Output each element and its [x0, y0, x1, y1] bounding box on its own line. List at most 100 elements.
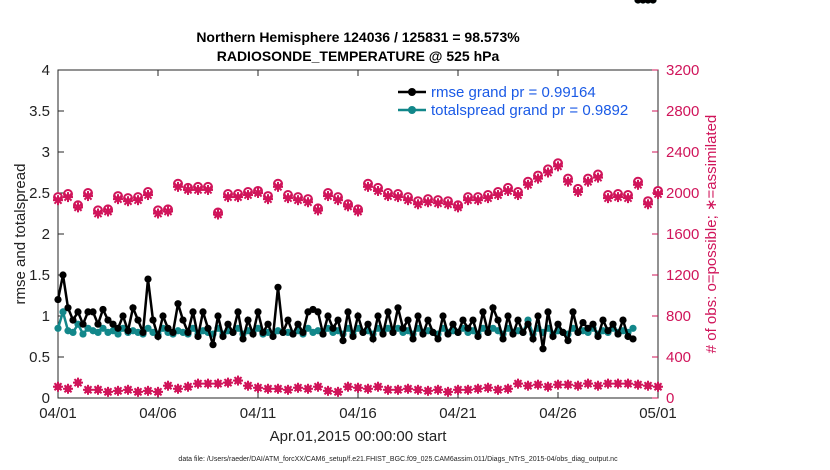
asterisk-stroke: [373, 382, 383, 391]
rmse-point: [474, 332, 482, 341]
asterisk-stroke: [433, 199, 443, 208]
x-tick-label: 04/26: [539, 405, 577, 422]
asterisk-stroke: [463, 385, 473, 395]
obs-assimilated-point: [113, 194, 123, 205]
rmse-point: [354, 312, 362, 320]
rmse-point: [559, 328, 567, 336]
obs-assimilated-point: [643, 199, 653, 210]
rmse-point: [89, 308, 97, 316]
totalspread-point: [79, 330, 87, 338]
rmse-point: [574, 328, 582, 336]
asterisk-stroke: [603, 379, 613, 388]
rmse-point: [139, 328, 147, 336]
rmse-point: [649, 0, 657, 4]
asterisk-stroke: [473, 195, 483, 205]
asterisk-stroke: [533, 380, 543, 389]
rmse-point: [489, 304, 497, 312]
asterisk-stroke: [73, 378, 83, 387]
rmse-point: [369, 335, 377, 343]
asterisk-stroke: [53, 195, 63, 205]
asterisk-stroke: [93, 385, 103, 395]
rmse-point: [419, 330, 427, 338]
asterisk-stroke: [283, 193, 293, 203]
asterisk-stroke: [613, 192, 623, 202]
rmse-point: [79, 320, 87, 328]
asterisk-stroke: [323, 386, 333, 396]
asterisk-stroke: [583, 379, 593, 388]
rmse-point: [389, 328, 397, 336]
asterisk-stroke: [393, 192, 403, 202]
rmse-point: [54, 296, 62, 304]
asterisk-stroke: [333, 195, 343, 205]
obs-assimilated-point: [123, 196, 133, 207]
y-left-tick-label: 2: [42, 226, 50, 243]
obs-low-asterisk: [333, 386, 343, 397]
rmse-point: [104, 316, 112, 324]
obs-low-asterisk: [243, 380, 253, 391]
rmse-point: [549, 332, 557, 341]
totalspread-point: [114, 330, 122, 338]
rmse-point: [524, 320, 532, 328]
rmse-point: [99, 305, 107, 314]
obs-assimilated-point: [103, 206, 113, 217]
rmse-point: [284, 316, 292, 324]
asterisk-stroke: [383, 191, 393, 201]
rmse-point: [554, 320, 562, 328]
obs-assimilated-point: [443, 199, 453, 210]
obs-low-asterisk: [173, 383, 183, 394]
obs-low-asterisk: [463, 384, 473, 395]
obs-low-asterisk: [583, 378, 593, 389]
obs-low-asterisk: [613, 378, 623, 389]
asterisk-stroke: [453, 385, 463, 395]
obs-assimilated-point: [583, 176, 593, 187]
rmse-point: [69, 316, 77, 324]
asterisk-stroke: [83, 385, 93, 395]
obs-assimilated-point: [573, 186, 583, 197]
rmse-point: [584, 324, 592, 332]
asterisk-stroke: [513, 190, 523, 200]
obs-assimilated-point: [273, 181, 283, 192]
asterisk-stroke: [163, 381, 173, 390]
asterisk-stroke: [133, 195, 143, 205]
y-right-tick-label: 3200: [666, 62, 699, 79]
obs-assimilated-point: [153, 208, 163, 219]
asterisk-stroke: [493, 385, 503, 395]
obs-low-asterisk: [573, 380, 583, 391]
obs-assimilated-point: [193, 184, 203, 195]
rmse-point: [179, 316, 187, 324]
rmse-point: [459, 316, 467, 324]
obs-assimilated-point: [473, 195, 483, 206]
asterisk-stroke: [493, 190, 503, 200]
rmse-point: [134, 316, 142, 324]
asterisk-stroke: [453, 203, 463, 212]
asterisk-stroke: [53, 382, 63, 391]
rmse-point: [609, 320, 617, 328]
chart-title-line2: RADIOSONDE_TEMPERATURE @ 525 hPa: [217, 48, 500, 64]
obs-assimilated-point: [543, 167, 553, 178]
rmse-point: [564, 337, 572, 345]
legend: rmse grand pr = 0.99164 totalspread gran…: [390, 77, 650, 123]
legend-label-totalspread: totalspread grand pr = 0.9892: [431, 102, 628, 119]
asterisk-stroke: [423, 197, 433, 207]
rmse-point: [539, 345, 547, 353]
rmse-point: [379, 330, 387, 338]
rmse-point: [64, 304, 72, 312]
rmse-point: [124, 327, 132, 335]
asterisk-stroke: [353, 207, 363, 216]
asterisk-stroke: [223, 378, 233, 387]
totalspread-point: [69, 328, 77, 336]
rmse-point: [169, 328, 177, 336]
asterisk-stroke: [333, 387, 343, 397]
obs-low-asterisk: [533, 379, 543, 390]
asterisk-stroke: [213, 210, 223, 219]
rmse-point: [279, 328, 287, 336]
asterisk-stroke: [443, 387, 453, 397]
rmse-point: [579, 318, 587, 327]
rmse-point: [114, 324, 122, 332]
y-left-tick-label: 0.5: [29, 349, 50, 366]
rmse-point: [84, 308, 92, 316]
obs-low-asterisk: [653, 381, 663, 392]
rmse-point: [159, 312, 167, 320]
obs-assimilated-point: [233, 192, 243, 203]
obs-low-asterisk: [73, 377, 83, 388]
